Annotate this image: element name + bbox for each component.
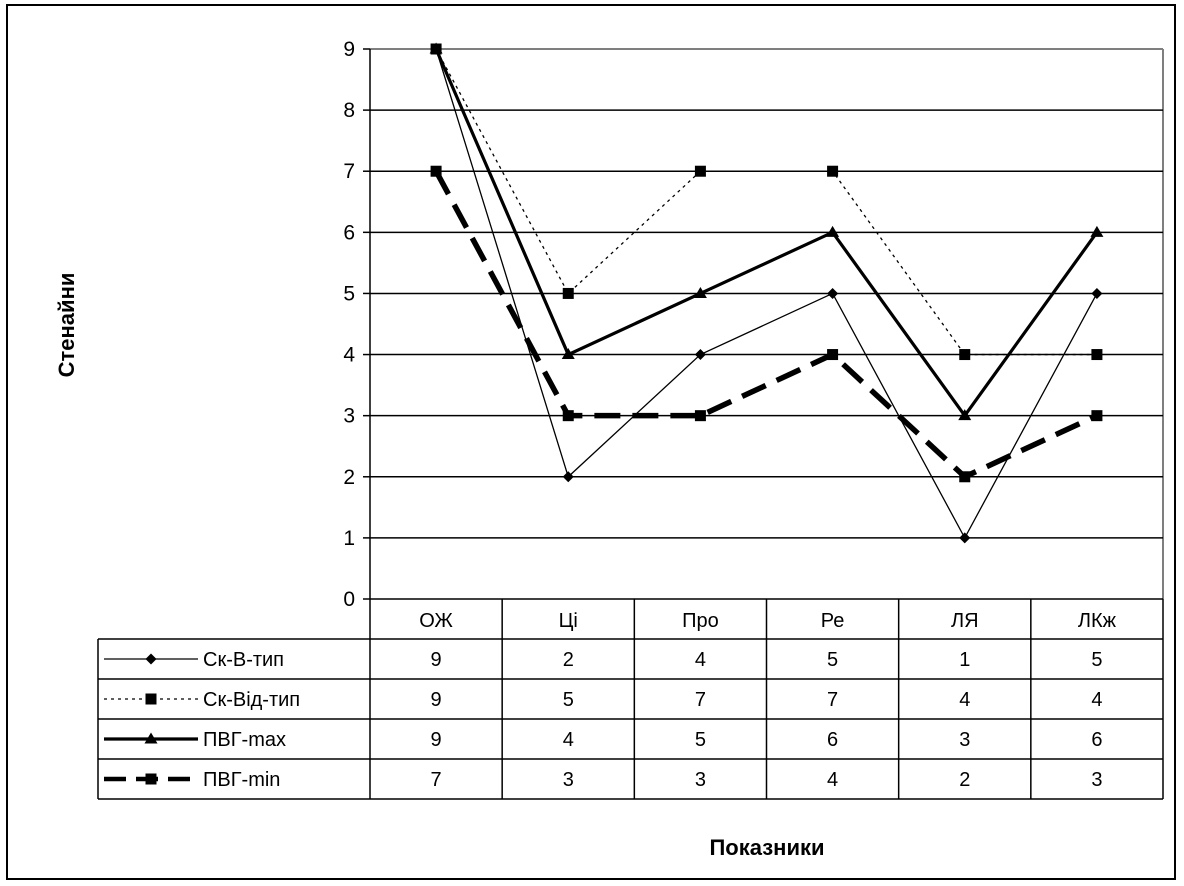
y-tick-label: 4 (343, 344, 355, 367)
table-cell-value: 4 (959, 689, 970, 711)
data-point (827, 165, 839, 177)
x-category-label: Ці (559, 610, 578, 632)
data-point (827, 349, 839, 361)
table-cell-value: 6 (1091, 729, 1102, 751)
x-axis-title: Показники (709, 835, 824, 860)
data-point (959, 532, 971, 544)
table-cell-value: 6 (827, 729, 838, 751)
data-point (430, 165, 442, 177)
y-tick-label: 3 (343, 405, 355, 428)
table-cell-value: 4 (827, 769, 838, 791)
data-point (1091, 287, 1103, 299)
data-point (693, 286, 707, 298)
legend-marker (144, 732, 158, 744)
y-tick-label: 1 (343, 527, 355, 550)
data-point (1090, 225, 1104, 237)
table-cell-value: 7 (695, 689, 706, 711)
y-tick-label: 6 (343, 221, 355, 244)
y-tick-label: 7 (343, 160, 355, 183)
table-cell-value: 7 (827, 689, 838, 711)
data-point (562, 410, 574, 422)
table-cell-value: 4 (1091, 689, 1102, 711)
legend-marker (145, 693, 157, 705)
legend-label: ПВГ-max (203, 729, 286, 751)
table-cell-value: 3 (959, 729, 970, 751)
data-point (959, 471, 971, 483)
legend-marker (145, 653, 157, 665)
x-category-label: Ре (821, 610, 845, 632)
series-line-3 (434, 48, 1099, 419)
series-line-1 (435, 48, 1098, 540)
series-line-4 (433, 169, 1099, 481)
legend-label: Ск-В-тип (203, 649, 284, 671)
y-tick-label: 5 (343, 282, 355, 305)
table-cell-value: 2 (563, 649, 574, 671)
data-point (562, 471, 574, 483)
table-cell-value: 9 (431, 689, 442, 711)
data-point (694, 349, 706, 361)
table-cell-value: 5 (563, 689, 574, 711)
data-point (694, 165, 706, 177)
table-cell-value: 9 (431, 649, 442, 671)
data-point (429, 42, 443, 54)
data-point (1091, 410, 1103, 422)
y-axis-title: Стенайни (54, 273, 79, 378)
table-cell-value: 5 (695, 729, 706, 751)
table-cell-value: 1 (959, 649, 970, 671)
legend-marker (145, 773, 157, 785)
y-tick-label: 0 (343, 588, 355, 611)
data-point (826, 225, 840, 237)
chart-frame (6, 4, 1176, 880)
y-tick-label: 9 (343, 38, 355, 61)
data-point (827, 287, 839, 299)
data-point (694, 410, 706, 422)
x-category-label: ОЖ (419, 610, 453, 632)
y-tick-label: 2 (343, 466, 355, 489)
table-cell-value: 3 (563, 769, 574, 791)
y-tick-label: 8 (343, 99, 355, 122)
table-cell-value: 4 (695, 649, 706, 671)
series-line-2 (435, 48, 1097, 356)
data-point (958, 409, 972, 421)
legend-label: ПВГ-min (203, 769, 280, 791)
table-cell-value: 5 (827, 649, 838, 671)
table-cell-value: 3 (1091, 769, 1102, 791)
table-cell-value: 3 (695, 769, 706, 791)
data-point (1091, 349, 1103, 361)
table-cell-value: 4 (563, 729, 574, 751)
legend-label: Ск-Від-тип (203, 689, 300, 711)
table-cell-value: 9 (431, 729, 442, 751)
table-cell-value: 2 (959, 769, 970, 791)
table-cell-value: 5 (1091, 649, 1102, 671)
x-category-label: ЛКж (1078, 610, 1117, 632)
x-category-label: ЛЯ (951, 610, 979, 632)
table-cell-value: 7 (431, 769, 442, 791)
data-point (561, 348, 575, 360)
data-point (959, 349, 971, 361)
x-category-label: Про (682, 610, 719, 632)
data-point (562, 287, 574, 299)
